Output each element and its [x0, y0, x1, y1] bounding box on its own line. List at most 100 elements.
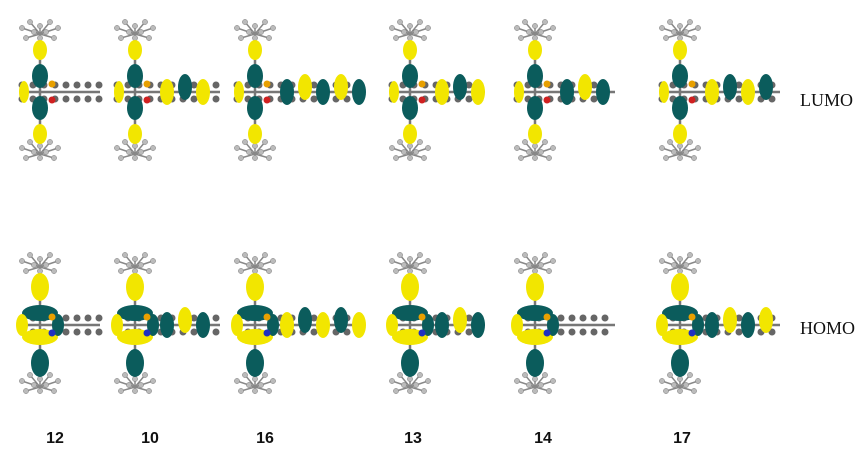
atom	[407, 268, 412, 273]
atom	[96, 82, 103, 89]
lobe	[160, 79, 174, 105]
atom	[37, 376, 42, 381]
atom	[667, 252, 672, 257]
atom	[689, 314, 696, 321]
atom	[252, 23, 257, 28]
atom	[238, 35, 243, 40]
atom	[213, 96, 220, 103]
lobe	[453, 307, 467, 333]
atom	[401, 262, 406, 267]
atom	[569, 329, 576, 336]
compound-label: 10	[141, 430, 159, 447]
atom	[546, 268, 551, 273]
atom	[213, 82, 220, 89]
atom	[118, 155, 123, 160]
atom	[518, 155, 523, 160]
atom	[659, 145, 664, 150]
molecules	[16, 19, 780, 393]
atom	[144, 314, 151, 321]
lobe	[560, 79, 574, 105]
atom	[242, 19, 247, 24]
atom	[667, 372, 672, 377]
atom	[252, 388, 257, 393]
atom	[558, 315, 565, 322]
atom	[122, 19, 127, 24]
atom	[266, 268, 271, 273]
atom	[544, 330, 551, 337]
lobe	[656, 314, 668, 336]
lobe	[578, 74, 592, 100]
atom	[114, 258, 119, 263]
atom	[262, 19, 267, 24]
lobe	[316, 312, 330, 338]
atom	[252, 376, 257, 381]
lobe	[659, 81, 669, 103]
atom	[31, 29, 36, 34]
atom	[55, 25, 60, 30]
atom	[425, 258, 430, 263]
lobe	[246, 349, 264, 377]
atom	[407, 376, 412, 381]
atom	[19, 145, 24, 150]
lobe	[316, 79, 330, 105]
atom	[37, 256, 42, 261]
atom	[671, 262, 676, 267]
compound-label: 14	[534, 430, 552, 447]
atom	[542, 19, 547, 24]
atom	[542, 372, 547, 377]
atom	[683, 149, 688, 154]
atom	[397, 252, 402, 257]
atom	[146, 388, 151, 393]
atom	[126, 29, 131, 34]
lobe	[471, 312, 485, 338]
atom	[532, 143, 537, 148]
atom	[19, 378, 24, 383]
atom	[421, 155, 426, 160]
atom	[546, 35, 551, 40]
atom	[132, 143, 137, 148]
atom	[532, 35, 537, 40]
atom	[683, 382, 688, 387]
atom	[144, 330, 151, 337]
atom	[526, 149, 531, 154]
atom	[63, 82, 70, 89]
atom	[425, 25, 430, 30]
atom	[677, 268, 682, 273]
atom	[74, 96, 81, 103]
atom	[242, 372, 247, 377]
atom	[689, 81, 696, 88]
lobe	[389, 81, 399, 103]
atom	[262, 372, 267, 377]
lobe	[248, 40, 262, 60]
atom	[558, 329, 565, 336]
atom	[264, 330, 271, 337]
atom	[538, 149, 543, 154]
atom	[258, 29, 263, 34]
atom	[550, 378, 555, 383]
atom	[51, 155, 56, 160]
atom	[19, 25, 24, 30]
atom	[413, 149, 418, 154]
atom	[74, 315, 81, 322]
lobe	[401, 349, 419, 377]
lobe	[673, 124, 687, 144]
atom	[401, 149, 406, 154]
atom	[417, 19, 422, 24]
atom	[550, 258, 555, 263]
atom	[417, 372, 422, 377]
atom	[47, 19, 52, 24]
orbital-label: HOMO	[800, 318, 855, 338]
atom	[677, 23, 682, 28]
atom	[526, 382, 531, 387]
atom	[407, 143, 412, 148]
atom	[242, 252, 247, 257]
atom	[691, 35, 696, 40]
atom	[266, 155, 271, 160]
atom	[677, 256, 682, 261]
lobe	[31, 349, 49, 377]
lobe	[671, 273, 689, 301]
atom	[264, 97, 271, 104]
atom	[55, 145, 60, 150]
compound-label: 13	[404, 430, 422, 447]
atom	[37, 155, 42, 160]
